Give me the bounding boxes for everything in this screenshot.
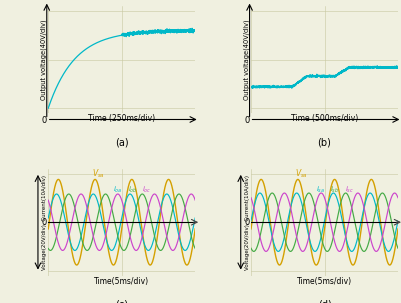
Text: $V_{sa}$: $V_{sa}$	[92, 167, 105, 180]
Text: $i_{sb}$: $i_{sb}$	[330, 185, 339, 195]
Text: 0: 0	[244, 218, 249, 227]
Text: 0: 0	[41, 116, 47, 125]
Text: $i_{oc}$: $i_{oc}$	[142, 185, 152, 195]
Text: $i_{ob}$: $i_{ob}$	[127, 185, 137, 195]
X-axis label: Time (500ms/div): Time (500ms/div)	[290, 115, 357, 123]
Text: $i_{sc}$: $i_{sc}$	[344, 185, 353, 195]
Text: $V_{sa}$: $V_{sa}$	[294, 167, 307, 180]
Text: 0: 0	[41, 218, 47, 227]
Y-axis label: Voltage(20V/div), Current(10A/div): Voltage(20V/div), Current(10A/div)	[244, 175, 249, 270]
X-axis label: Time(5ms/div): Time(5ms/div)	[296, 277, 351, 286]
Text: (a): (a)	[115, 137, 128, 147]
Text: (d): (d)	[317, 300, 330, 303]
Y-axis label: Output voltage(40V/div): Output voltage(40V/div)	[243, 19, 249, 100]
Text: 0: 0	[244, 116, 249, 125]
Text: (b): (b)	[317, 137, 330, 147]
X-axis label: Time(5ms/div): Time(5ms/div)	[94, 277, 149, 286]
Text: (c): (c)	[115, 300, 128, 303]
Y-axis label: Output voltage(40V/div): Output voltage(40V/div)	[40, 19, 47, 100]
Text: $i_{oa}$: $i_{oa}$	[113, 185, 122, 195]
X-axis label: Time (250ms/div): Time (250ms/div)	[88, 115, 155, 123]
Y-axis label: Voltage(20V/div), Current(10A/div): Voltage(20V/div), Current(10A/div)	[42, 175, 47, 270]
Text: $i_{sa}$: $i_{sa}$	[315, 185, 324, 195]
